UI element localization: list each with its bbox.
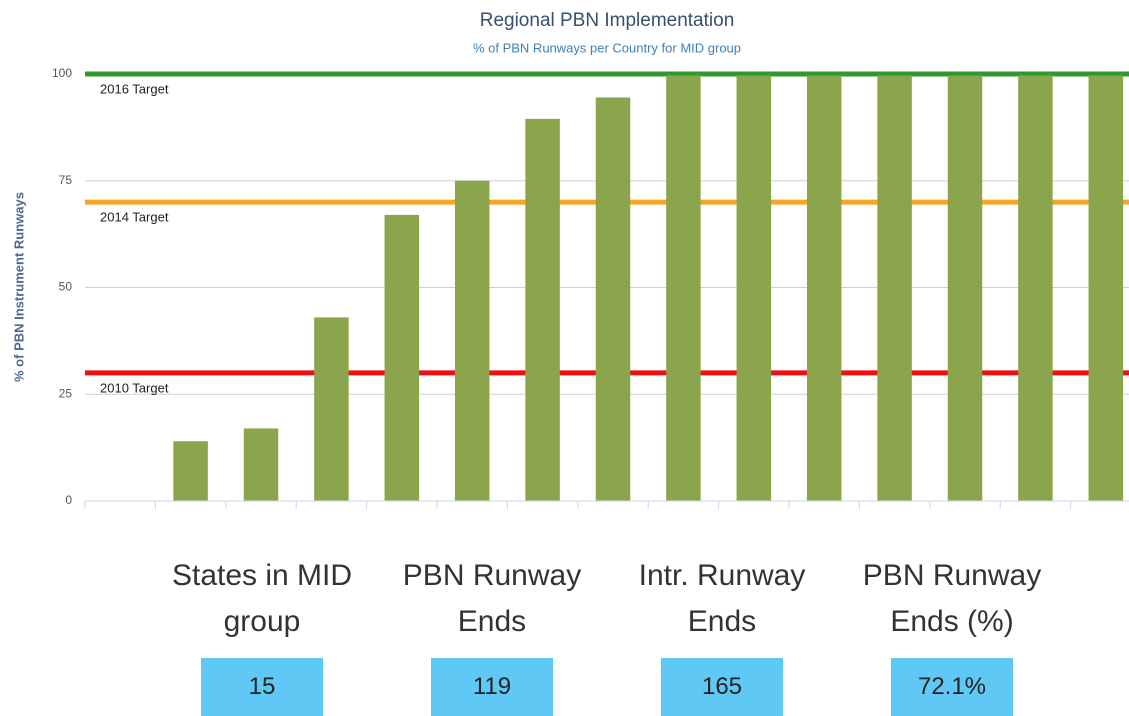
y-tick-label: 50 (59, 280, 73, 294)
stat-value: 119 (431, 658, 553, 716)
stat-label: PBN Runway Ends (402, 559, 582, 638)
stat-value: 165 (661, 658, 783, 716)
bar (243, 428, 279, 501)
stat-label: Intr. Runway Ends (638, 559, 806, 638)
bar (1018, 74, 1053, 501)
bar (806, 74, 842, 501)
target-label: 2010 Target (100, 380, 169, 395)
stat: PBN Runway Ends (%) 72.1% (837, 553, 1067, 716)
bar (384, 214, 420, 501)
y-tick-label: 100 (52, 66, 72, 80)
bar (314, 317, 349, 501)
stat-value: 72.1% (891, 658, 1013, 716)
stat: States in MID group 15 (147, 553, 377, 716)
chart-title: Regional PBN Implementation (480, 10, 735, 31)
y-axis-label: % of PBN Instrument Runways (11, 192, 26, 382)
y-tick-label: 75 (59, 173, 73, 187)
target-label: 2016 Target (100, 81, 169, 96)
stat: PBN Runway Ends 119 (377, 553, 607, 716)
stat-value: 15 (201, 658, 323, 716)
bar (1088, 74, 1124, 501)
stat: Intr. Runway Ends 165 (607, 553, 837, 716)
bar (525, 118, 560, 502)
bar (877, 74, 912, 501)
bar (666, 74, 701, 501)
bar (173, 441, 208, 501)
chart: Regional PBN Implementation % of PBN Run… (11, 10, 1129, 509)
stat-label: PBN Runway Ends (%) (862, 559, 1042, 638)
bar (947, 74, 983, 501)
target-label: 2014 Target (100, 210, 169, 225)
bar (736, 74, 772, 501)
chart-subtitle: % of PBN Runways per Country for MID gro… (473, 40, 741, 55)
stat-label: States in MID group (171, 559, 353, 638)
bar (454, 180, 490, 501)
y-tick-label: 0 (65, 493, 72, 507)
y-tick-label: 25 (59, 386, 73, 400)
bar (595, 97, 631, 502)
stats-panel: States in MID group 15 PBN Runway Ends 119 I… (147, 553, 1067, 716)
